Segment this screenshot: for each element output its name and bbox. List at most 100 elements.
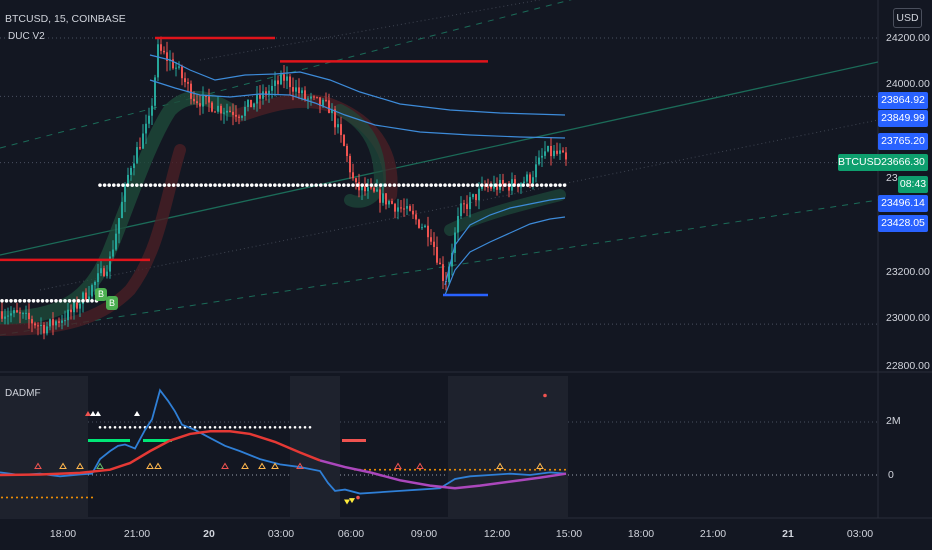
candle-body: [340, 124, 342, 136]
signal-dot: [539, 468, 541, 471]
signal-dot: [61, 496, 63, 499]
candle-body: [118, 218, 120, 234]
dotted-level-dot: [415, 183, 420, 187]
trend-ribbon-green: [334, 104, 387, 208]
trend-channel-lower: [0, 199, 878, 336]
dotted-level-dot: [342, 183, 346, 187]
dotted-level-dot: [355, 183, 360, 187]
candle-body: [538, 157, 540, 165]
signal-dot: [429, 468, 431, 471]
trend-line: [0, 61, 878, 256]
dotted-level-dot: [388, 183, 392, 187]
dotted-level-dot: [144, 183, 148, 187]
candle-body: [556, 150, 558, 154]
dotted-level-dot: [291, 183, 296, 187]
lower-band-inner: [444, 197, 566, 286]
candle-body: [550, 145, 552, 157]
session-shade: [448, 376, 568, 518]
candle-body: [229, 110, 231, 112]
dotted-level-dot: [346, 183, 351, 187]
dotted-level-dot: [130, 183, 134, 187]
signal-triangle: [394, 462, 402, 470]
dotted-level-dot: [54, 299, 58, 303]
dotted-level-dot: [102, 183, 107, 187]
candle-body: [262, 91, 264, 99]
candle-body: [352, 172, 354, 179]
dotted-level-dot: [204, 183, 208, 187]
candle-body: [337, 124, 339, 128]
candle-body: [385, 193, 387, 205]
signal-dot: [91, 496, 93, 499]
dotted-level-dot: [328, 183, 332, 187]
candle-body: [331, 109, 333, 114]
indicator-duc-label[interactable]: DUC V2: [8, 31, 45, 42]
dotted-level-dot: [121, 183, 125, 187]
candle-body: [271, 85, 273, 91]
dotted-level-dot: [208, 183, 213, 187]
price-tag-lower-band: 23496.14: [878, 195, 928, 212]
candle-body: [112, 249, 114, 257]
signal-dot: [444, 468, 446, 471]
signal-dot: [16, 496, 18, 499]
dotted-level-dot: [392, 183, 397, 187]
candle-body: [502, 179, 504, 185]
candle-body: [211, 102, 213, 112]
signal-dot: [208, 426, 212, 429]
dotted-level-dot: [443, 183, 447, 187]
candle-body: [184, 78, 186, 83]
dotted-level-dot: [0, 299, 4, 303]
candle-body: [397, 207, 399, 212]
signal-dot: [389, 468, 391, 471]
candle-body: [115, 233, 117, 250]
dotted-level-dot: [549, 183, 553, 187]
dotted-level-dot: [434, 183, 438, 187]
dotted-level-dot: [457, 183, 461, 187]
signal-dot: [113, 426, 117, 429]
signal-dot: [198, 426, 202, 429]
candle-body: [235, 114, 237, 117]
dotted-level-dot: [562, 183, 567, 187]
dotted-level-dot: [544, 183, 548, 187]
candle-body: [109, 256, 111, 272]
candle-body: [391, 201, 393, 204]
candle-body: [217, 105, 219, 112]
candle-body: [463, 203, 465, 205]
signal-dot: [278, 426, 282, 429]
signal-dot: [98, 426, 102, 429]
signal-dot: [499, 468, 501, 471]
candle-body: [142, 133, 144, 149]
candle-body: [433, 241, 435, 247]
time-tick: 03:00: [267, 528, 295, 540]
dotted-level-dot: [470, 183, 475, 187]
signal-triangle: [96, 462, 104, 470]
signal-dot: [103, 426, 107, 429]
dotted-level-dot: [259, 183, 263, 187]
symbol-title[interactable]: BTCUSD, 15, COINBASE: [5, 13, 126, 25]
dotted-level-dot: [378, 183, 383, 187]
indicator-dadmf-label[interactable]: DADMF: [5, 388, 41, 399]
dotted-level-dot: [365, 183, 369, 187]
candle-body: [367, 187, 369, 192]
signal-triangle: [416, 462, 424, 470]
candle-body: [373, 187, 375, 192]
dotted-level-dot: [512, 183, 516, 187]
signal-dot: [434, 468, 436, 471]
signal-dot: [128, 426, 132, 429]
candle-body: [4, 316, 6, 319]
candle-body: [34, 323, 36, 326]
price-tick: 23000.00: [886, 312, 930, 324]
currency-button[interactable]: USD: [893, 8, 922, 28]
candle-body: [46, 326, 48, 334]
candle-body: [415, 214, 417, 220]
candle-body: [166, 52, 168, 61]
dotted-level-dot: [530, 183, 535, 187]
dotted-level-dot: [236, 183, 240, 187]
dotted-level-dot: [323, 183, 328, 187]
candle-body: [298, 87, 300, 94]
signal-dot: [253, 426, 257, 429]
candle-body: [304, 90, 306, 100]
candle-body: [37, 325, 39, 327]
dotted-level-dot: [461, 183, 466, 187]
candle-body: [160, 44, 162, 51]
